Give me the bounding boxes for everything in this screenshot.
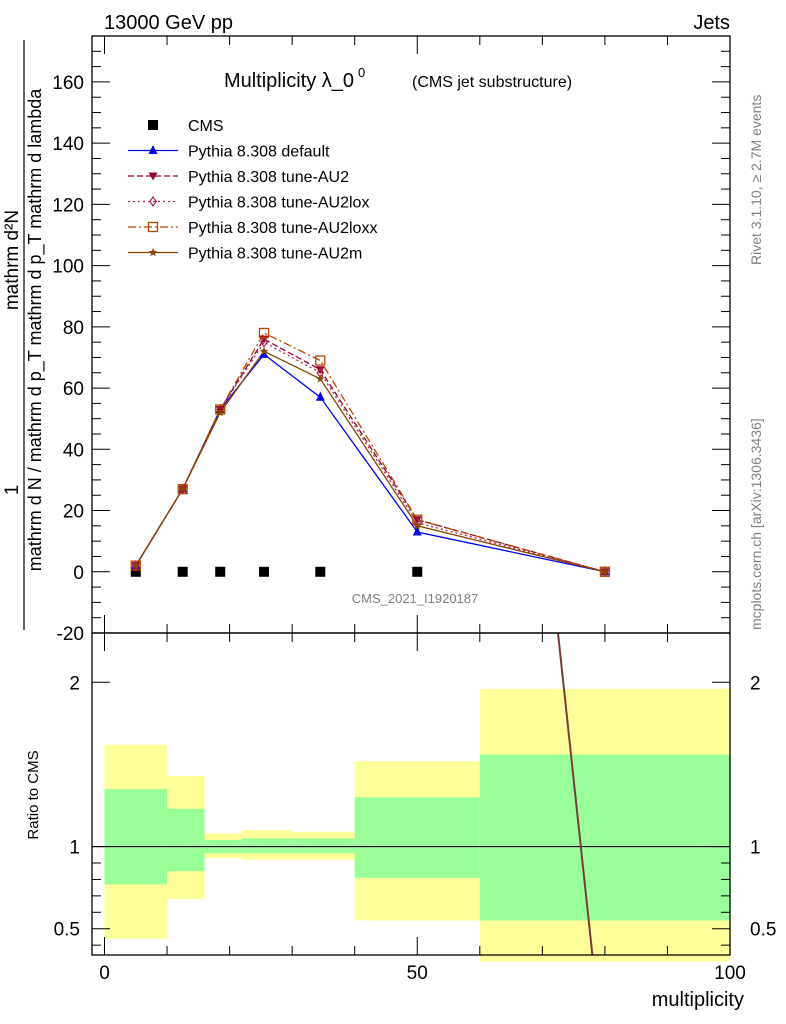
series-5-point-3	[259, 346, 269, 355]
series-5-point-0	[131, 561, 141, 570]
ratio-inner-band-5	[354, 797, 480, 878]
ratio-inner-band-4	[292, 838, 355, 854]
main-series-markers	[130, 327, 611, 578]
main-ytick-label-2: 20	[63, 502, 84, 523]
ratio-inner-band-1	[167, 808, 205, 872]
main-ytick-label-9: 160	[52, 73, 84, 94]
series-line-5	[135, 350, 606, 573]
series-2-point-4	[315, 366, 325, 375]
ratio-lines	[92, 632, 730, 956]
series-0-point-1	[177, 566, 188, 577]
legend: CMS Pythia 8.308 default Pythia 8.308 tune…	[128, 118, 377, 263]
series-5-point-1	[178, 484, 187, 493]
ratio-model-line	[556, 632, 594, 956]
legend-label-4: Pythia 8.308 tune-AU2loxx	[188, 220, 377, 237]
ratio-axis-label: Ratio to CMS	[25, 750, 42, 839]
x-tick-label-0: 0	[99, 963, 110, 984]
series-5-point-2	[215, 408, 225, 417]
legend-label-0: CMS	[188, 118, 224, 135]
main-ytick-label-8: 140	[52, 134, 84, 155]
series-0-point-5	[412, 566, 423, 577]
legend-marker-3	[149, 195, 157, 208]
series-5-point-4	[316, 374, 325, 383]
ratio-ytick-label-left-1: 1	[69, 838, 80, 859]
y-axis-label-denominator: mathrm d N / mathrm d p_T mathrm d p_T m…	[25, 88, 46, 571]
series-1-point-5	[412, 526, 422, 536]
side-label-rivet: Rivet 3.1.10, ≥ 2.7M events	[748, 95, 764, 265]
main-title-superscript: 0	[358, 65, 365, 80]
series-5-point-5	[412, 521, 422, 530]
header-left: 13000 GeV pp	[104, 12, 233, 34]
series-line-4	[135, 332, 606, 573]
ratio-inner-band-6	[479, 754, 730, 921]
ratio-ytick-label-left-0: 0.5	[54, 920, 80, 941]
ratio-ytick-label-left-2: 2	[69, 673, 80, 694]
side-label-mcplots: mcplots.cern.ch [arXiv:1306.3436]	[748, 418, 764, 630]
ratio-ytick-label-right-0: 0.5	[750, 920, 776, 941]
main-title: Multiplicity λ_0	[224, 70, 354, 92]
y-axis-label-numerator: 1	[2, 485, 23, 496]
main-ytick-label-5: 80	[63, 318, 84, 339]
series-4-point-4	[315, 355, 326, 366]
header-right: Jets	[693, 12, 730, 34]
x-tick-label-2: 100	[714, 963, 746, 984]
ratio-ytick-label-right-1: 1	[750, 838, 761, 859]
series-0-point-3	[259, 566, 270, 577]
series-line-1	[135, 353, 606, 573]
series-4-point-1	[177, 483, 188, 495]
y-axis-label-top: mathrm d²N	[2, 210, 23, 310]
main-title-note: (CMS jet substructure)	[412, 74, 572, 91]
series-0-point-0	[130, 566, 141, 577]
series-1-point-3	[259, 348, 269, 358]
series-4-point-0	[130, 560, 141, 571]
series-4-point-6	[599, 566, 611, 577]
legend-marker-1	[148, 145, 158, 154]
ratio-plot-frame	[91, 632, 731, 956]
ratio-inner-band-3	[242, 838, 293, 854]
series-2-point-5	[412, 516, 422, 525]
legend-marker-0	[148, 120, 158, 130]
main-ytick-label-0: -20	[57, 624, 84, 645]
ratio-uncertainty-bands	[104, 688, 730, 962]
ratio-ytick-label-right-2: 2	[750, 673, 761, 694]
legend-label-2: Pythia 8.308 tune-AU2	[188, 169, 349, 186]
series-4-point-3	[258, 327, 270, 339]
main-ytick-label-7: 120	[52, 195, 84, 216]
main-ytick-label-6: 100	[52, 257, 84, 278]
legend-label-1: Pythia 8.308 default	[188, 144, 330, 161]
ratio-inner-band-0	[104, 789, 168, 885]
series-3-point-3	[260, 336, 268, 348]
main-series-lines	[135, 332, 606, 573]
main-ytick-label-1: 0	[73, 563, 84, 584]
series-0-point-4	[315, 566, 326, 577]
plot-frames	[91, 35, 731, 956]
legend-label-3: Pythia 8.308 tune-AU2lox	[188, 195, 369, 212]
series-line-3	[135, 341, 606, 573]
legend-marker-4	[147, 221, 159, 233]
x-tick-label-1: 50	[407, 963, 428, 984]
x-axis-label: multiplicity	[652, 989, 744, 1011]
legend-label-5: Pythia 8.308 tune-AU2m	[188, 246, 362, 263]
series-5-point-6	[600, 567, 610, 576]
analysis-watermark: CMS_2021_I1920187	[352, 591, 479, 606]
main-ytick-label-3: 40	[63, 440, 84, 461]
main-ytick-label-4: 60	[63, 379, 84, 400]
series-0-point-2	[215, 566, 226, 577]
legend-marker-5	[148, 248, 158, 257]
series-1-point-4	[315, 391, 325, 401]
legend-marker-2	[148, 172, 158, 181]
